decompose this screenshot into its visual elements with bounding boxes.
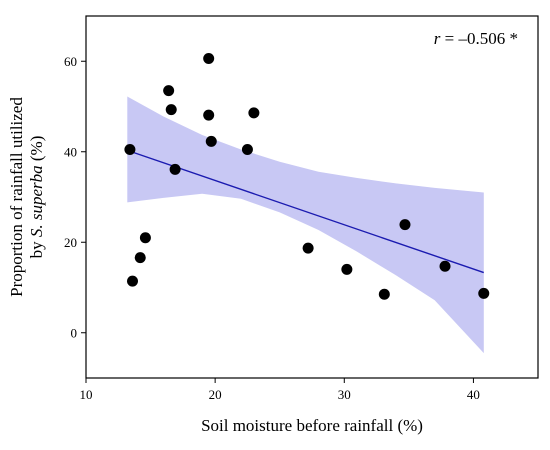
data-point xyxy=(203,53,215,65)
y-axis-title-suffix: (%) xyxy=(27,136,46,166)
data-point xyxy=(139,232,151,244)
y-axis-title-species: S. superba xyxy=(27,165,46,237)
data-point xyxy=(302,242,314,254)
axis-ticks-layer: 10 20 30 40 0 20 40 60 xyxy=(64,54,480,402)
x-tick-label: 20 xyxy=(209,387,222,402)
x-axis-title: Soil moisture before rainfall (%) xyxy=(201,416,423,435)
y-tick-label: 40 xyxy=(64,144,77,159)
fit-line-layer xyxy=(127,149,484,274)
x-tick-label: 30 xyxy=(338,387,351,402)
data-point xyxy=(341,263,353,275)
y-tick-label: 60 xyxy=(64,54,77,69)
x-tick-label: 40 xyxy=(467,387,480,402)
y-tick-label: 20 xyxy=(64,235,77,250)
y-axis-title-prefix: by xyxy=(27,237,46,258)
data-point xyxy=(163,85,175,97)
data-point xyxy=(169,163,181,175)
confidence-band-layer xyxy=(127,96,484,354)
x-tick-label: 10 xyxy=(80,387,93,402)
data-point xyxy=(248,107,260,119)
data-point xyxy=(205,135,217,147)
confidence-band xyxy=(127,96,484,354)
regression-line xyxy=(127,149,484,274)
plot-frame xyxy=(85,15,539,379)
data-point xyxy=(126,275,138,287)
data-point xyxy=(378,288,390,300)
y-axis-title-line1: Proportion of rainfall utilized xyxy=(7,97,26,297)
y-axis-title-line2: by S. superba (%) xyxy=(27,136,46,259)
data-point xyxy=(203,109,215,121)
data-point xyxy=(241,143,253,155)
data-point xyxy=(165,104,177,116)
data-points-layer xyxy=(124,53,490,300)
correlation-annotation: r = –0.506 * xyxy=(434,29,518,48)
data-point xyxy=(478,287,490,299)
data-point xyxy=(124,143,136,155)
data-point xyxy=(399,219,411,231)
data-point xyxy=(439,260,451,272)
data-point xyxy=(134,252,146,264)
r-value: = –0.506 * xyxy=(440,29,518,48)
r-symbol: r xyxy=(434,29,441,48)
y-tick-label: 0 xyxy=(71,325,78,340)
